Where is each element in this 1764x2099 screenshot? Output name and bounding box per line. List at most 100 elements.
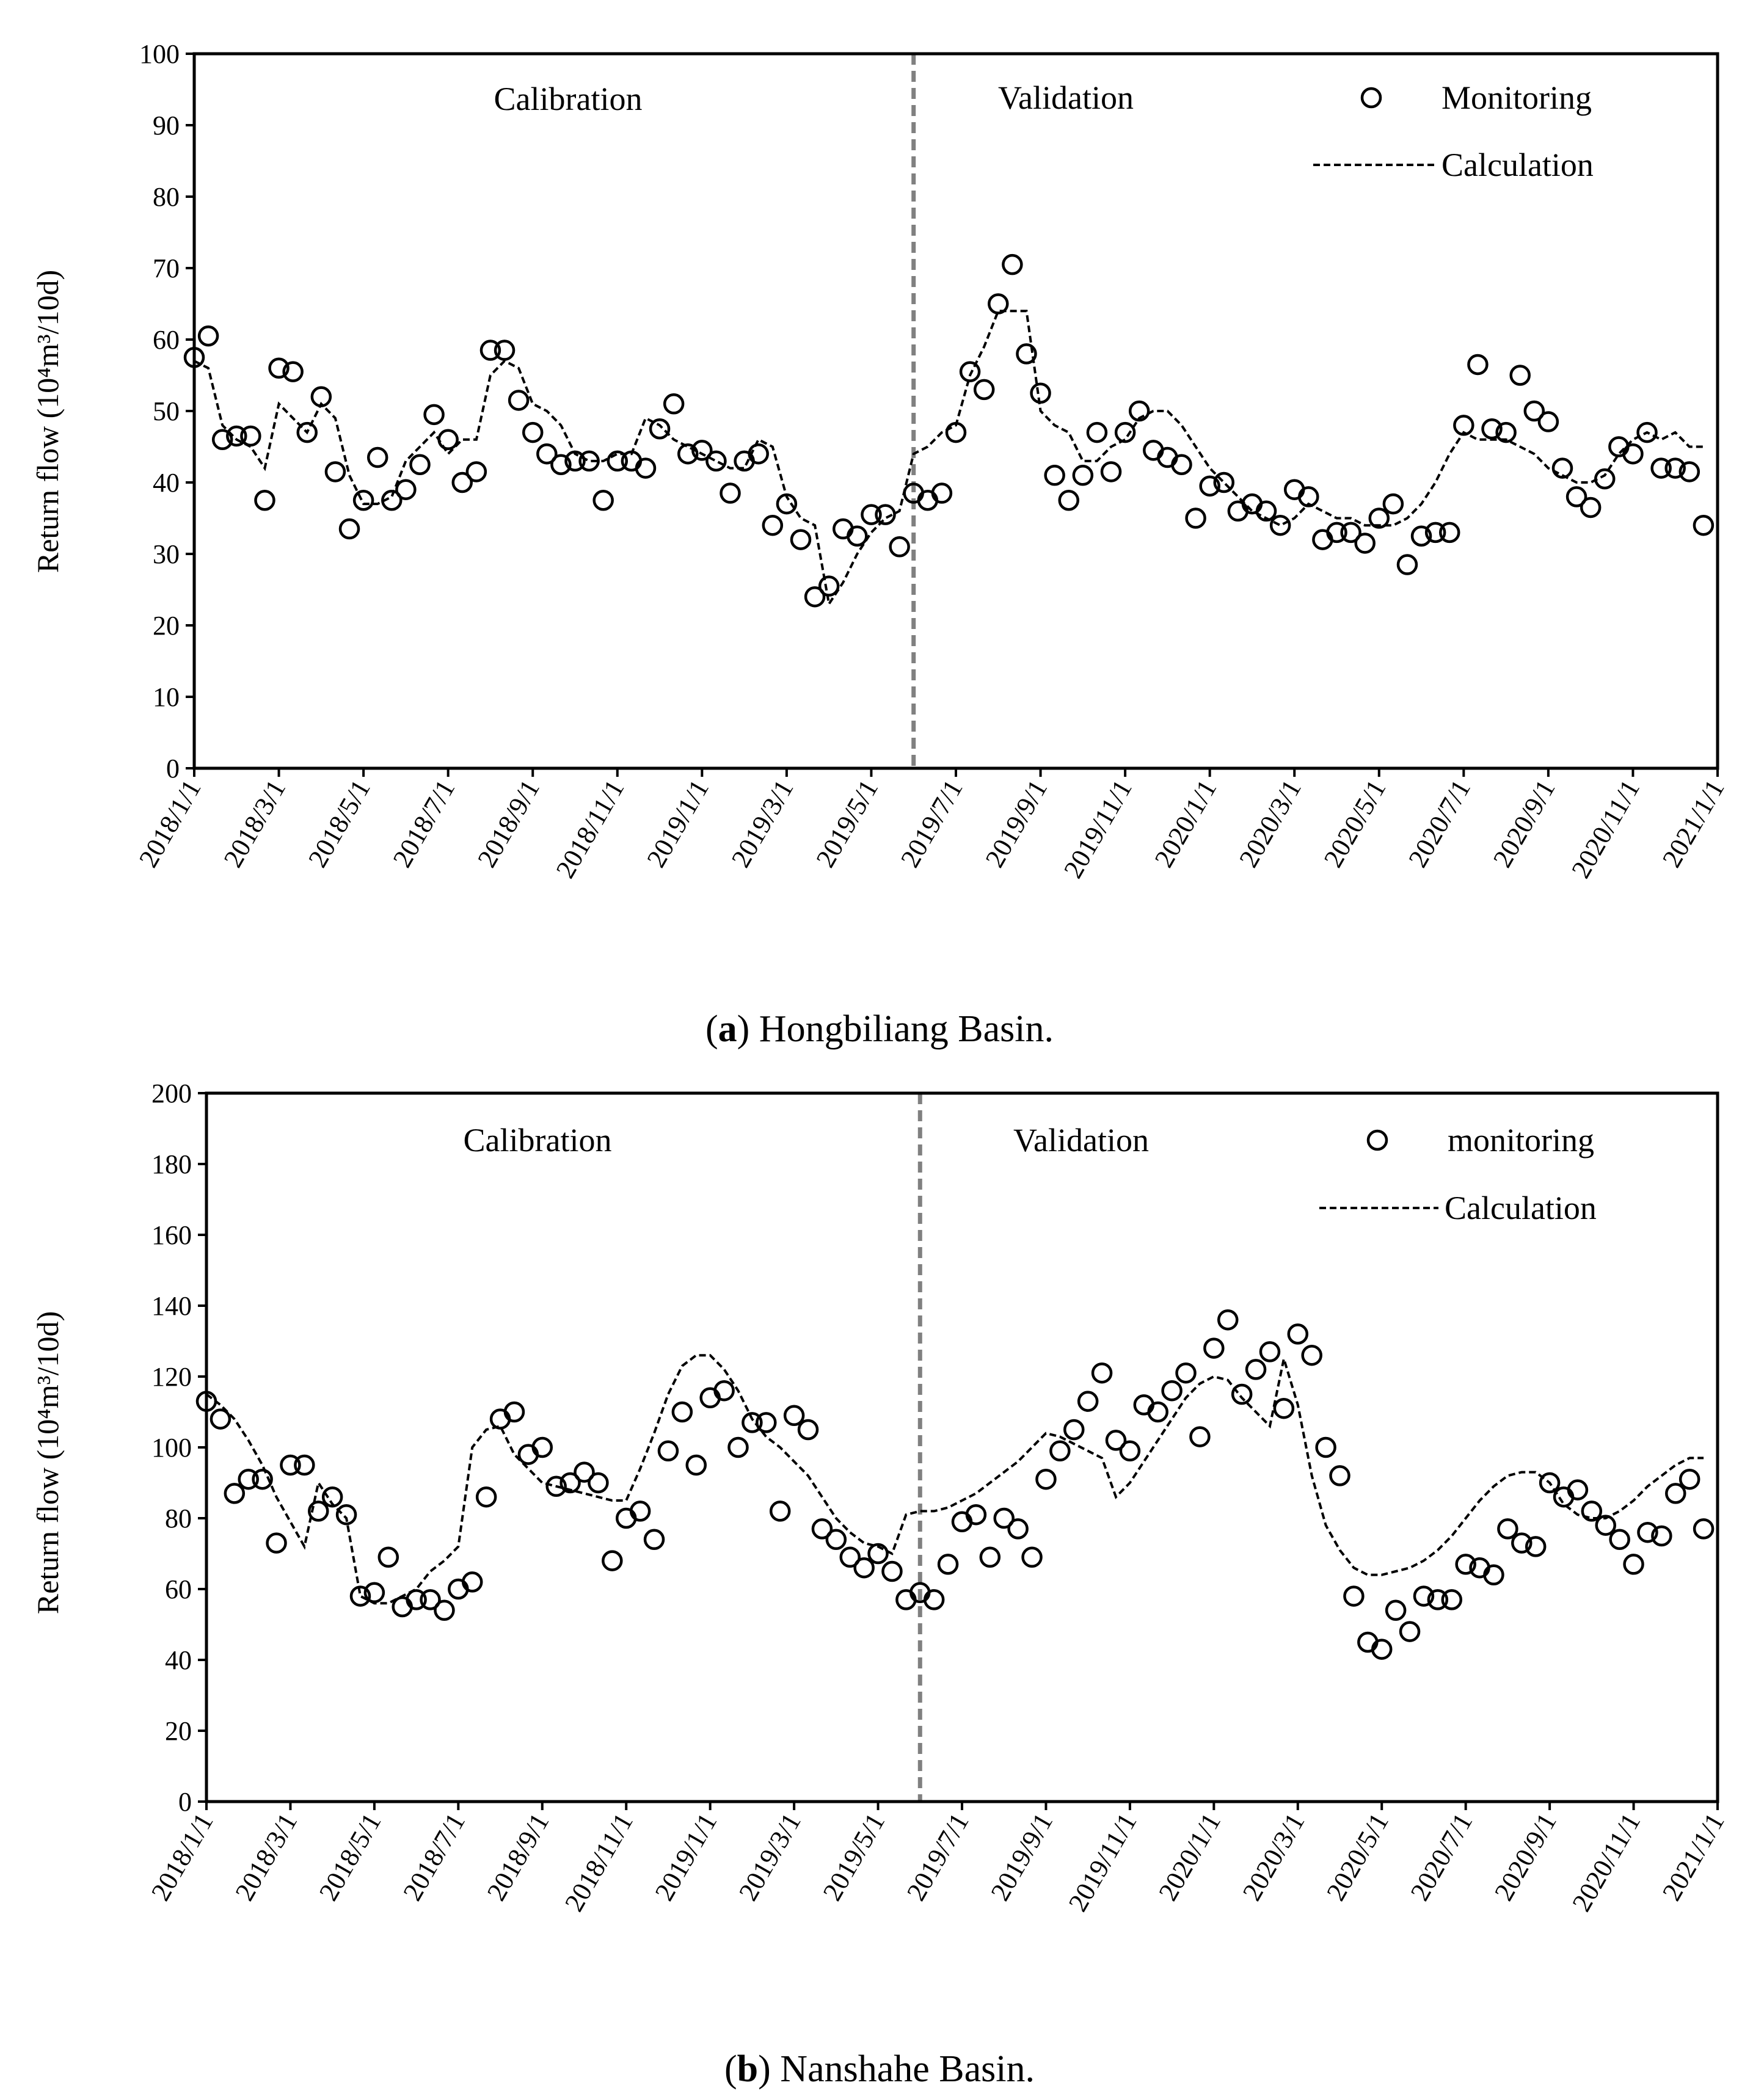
monitoring-point <box>550 454 572 475</box>
x-tick-label: 2018/3/1 <box>218 775 292 873</box>
monitoring-point <box>825 1529 847 1551</box>
monitoring-point <box>727 1436 749 1458</box>
calibration-region-label: Calibration <box>494 81 643 117</box>
monitoring-point <box>238 1468 259 1490</box>
legend: Monitoring Calculation <box>1313 79 1594 183</box>
monitoring-point <box>705 450 727 472</box>
x-tick-label: 2019/7/1 <box>901 1808 975 1906</box>
monitoring-point <box>377 1546 399 1568</box>
x-tick-label: 2020/1/1 <box>1149 774 1223 872</box>
monitoring-point <box>1119 1440 1141 1462</box>
monitoring-point <box>434 1599 455 1621</box>
monitoring-point <box>847 525 868 547</box>
x-tick-label: 2020/7/1 <box>1402 775 1476 873</box>
legend-monitoring-label: Monitoring <box>1441 79 1592 116</box>
panel-a-caption-text: Hongbiliang Basin. <box>759 1008 1054 1050</box>
monitoring-point <box>1217 1309 1239 1331</box>
monitoring-point <box>629 1501 651 1522</box>
monitoring-point <box>1693 514 1715 536</box>
monitoring-point <box>406 1589 427 1610</box>
x-tick-label: 2018/3/1 <box>229 1808 303 1906</box>
monitoring-point <box>691 440 713 461</box>
monitoring-point <box>1189 1426 1211 1447</box>
monitoring-point <box>1340 522 1361 544</box>
monitoring-point <box>1385 1599 1407 1621</box>
monitoring-point <box>1030 382 1051 404</box>
monitoring-point <box>465 461 487 482</box>
monitoring-point <box>324 461 346 482</box>
monitoring-point <box>423 404 445 426</box>
x-tick-label: 2020/1/1 <box>1153 1808 1226 1906</box>
monitoring-point <box>1537 411 1559 432</box>
monitoring-point <box>685 1454 707 1476</box>
y-tick-label: 80 <box>165 1504 192 1533</box>
x-tick-label: 2019/1/1 <box>649 1808 723 1906</box>
x-tick-label: 2019/1/1 <box>641 775 715 873</box>
monitoring-point <box>1128 400 1150 422</box>
x-axis-ticks: 2018/1/1 2018/3/1 2018/5/1 2018/7/1 2018/9/1… <box>133 768 1730 883</box>
monitoring-point <box>308 1501 329 1522</box>
monitoring-point <box>762 514 784 536</box>
monitoring-point <box>503 1401 525 1423</box>
x-tick-label: 2019/7/1 <box>895 775 969 873</box>
x-tick-label: 2019/5/1 <box>817 1808 891 1906</box>
x-tick-label: 2019/5/1 <box>810 775 884 873</box>
monitoring-point <box>508 390 530 411</box>
monitoring-point <box>988 293 1009 315</box>
x-tick-label: 2020/7/1 <box>1405 1808 1479 1906</box>
monitoring-point <box>756 1412 777 1433</box>
monitoring-point <box>861 504 882 525</box>
monitoring-point <box>818 575 840 597</box>
x-tick-label: 2020/9/1 <box>1489 1808 1562 1906</box>
monitoring-point <box>366 446 388 468</box>
y-tick-label: 50 <box>153 396 180 426</box>
monitoring-point <box>1467 354 1489 376</box>
y-tick-label: 100 <box>139 39 180 69</box>
y-tick-label: 70 <box>153 253 180 283</box>
monitoring-point <box>663 393 685 415</box>
monitoring-point <box>1044 465 1065 486</box>
monitoring-point <box>294 1454 315 1476</box>
y-axis-title: Return flow (10⁴m³/10d) <box>31 270 65 573</box>
monitoring-point <box>226 425 247 447</box>
monitoring-point <box>1651 1525 1672 1547</box>
monitoring-point <box>363 1582 385 1604</box>
monitoring-point <box>252 1468 273 1490</box>
monitoring-point <box>1511 1532 1533 1554</box>
monitoring-point <box>959 361 981 382</box>
monitoring-point <box>197 325 219 347</box>
monitoring-point <box>522 421 544 443</box>
monitoring-point <box>1399 1621 1421 1642</box>
monitoring-point <box>797 1419 819 1441</box>
legend-monitoring-marker <box>1360 87 1382 109</box>
monitoring-point <box>1072 465 1094 486</box>
monitoring-point <box>1453 415 1474 436</box>
monitoring-point <box>1086 421 1108 443</box>
x-tick-label: 2019/11/1 <box>1058 775 1138 884</box>
x-tick-label: 2019/9/1 <box>985 1808 1059 1906</box>
panel-b-letter: b <box>737 2048 758 2090</box>
monitoring-point <box>1664 457 1686 479</box>
legend-monitoring-marker <box>1366 1129 1388 1151</box>
monitoring-point <box>1623 1554 1644 1575</box>
validation-region-label: Validation <box>998 79 1134 116</box>
monitoring-point <box>1581 1501 1603 1522</box>
x-tick-label: 2019/3/1 <box>733 1808 807 1906</box>
monitoring-point <box>266 1532 287 1554</box>
monitoring-point <box>321 1486 343 1508</box>
monitoring-point <box>1255 500 1277 522</box>
monitoring-point <box>945 421 967 443</box>
monitoring-point <box>811 1518 833 1540</box>
x-tick-label: 2020/3/1 <box>1233 775 1307 873</box>
x-tick-label: 2020/11/1 <box>1565 775 1646 884</box>
monitoring-point <box>592 490 614 511</box>
x-tick-label: 2019/11/1 <box>1063 1808 1143 1917</box>
x-axis-ticks: 2018/1/1 2018/3/1 2018/5/1 2018/7/1 2018/9/1… <box>145 1802 1730 1916</box>
monitoring-point <box>1495 421 1517 443</box>
monitoring-point <box>1665 1483 1686 1504</box>
monitoring-point <box>1016 343 1037 365</box>
monitoring-point <box>607 450 629 472</box>
legend-calculation-label: Calculation <box>1445 1190 1597 1226</box>
monitoring-point <box>1245 1359 1267 1380</box>
